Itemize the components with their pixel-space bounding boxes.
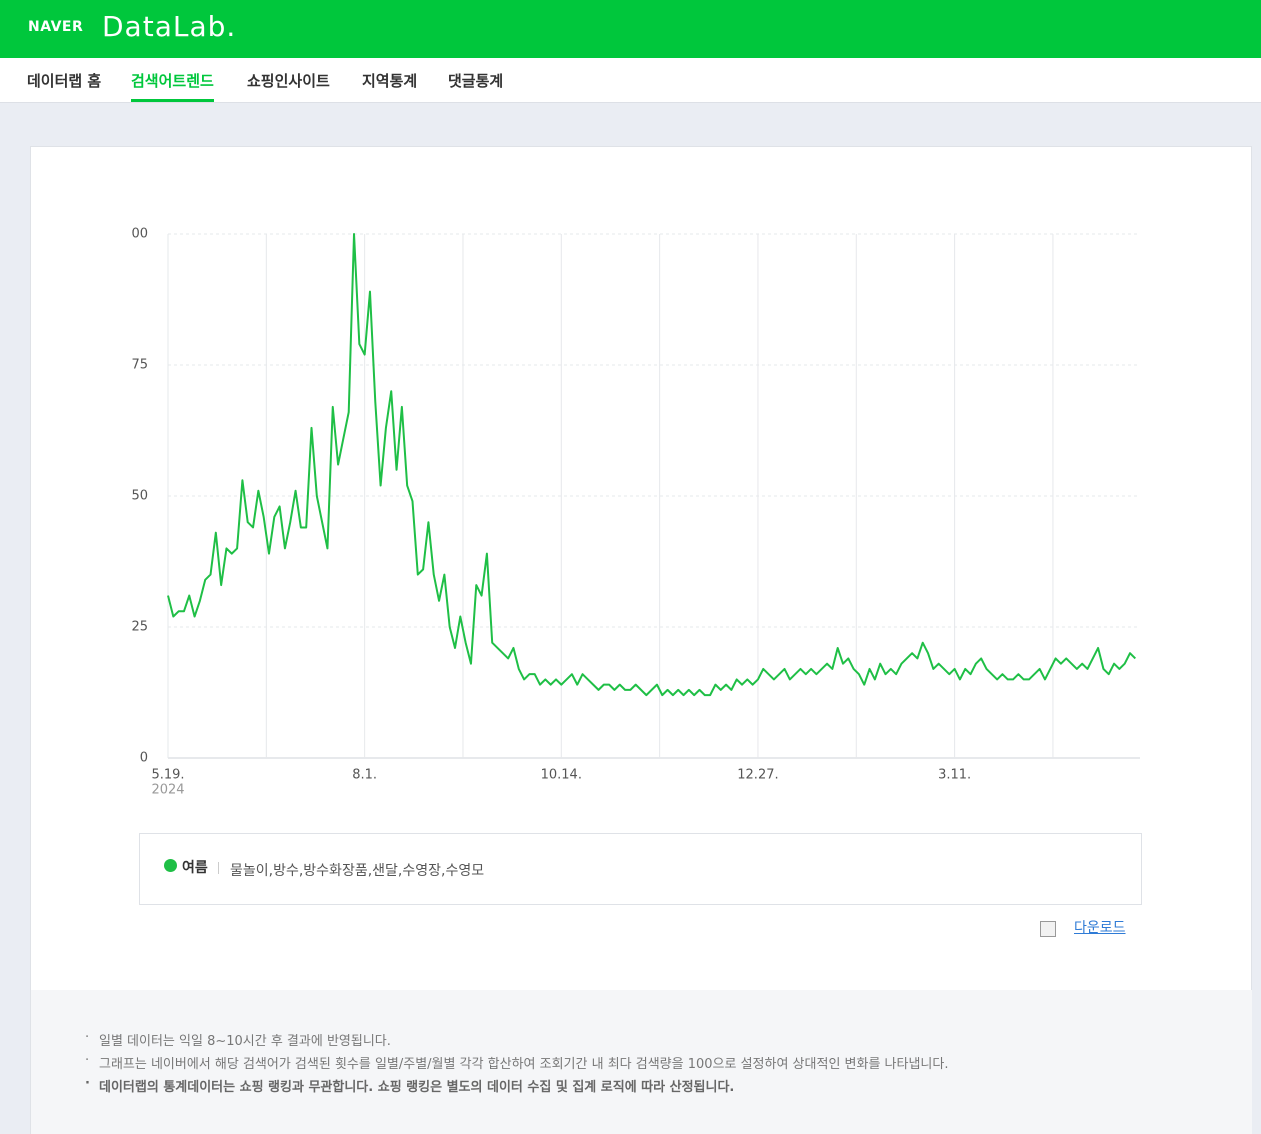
separator bbox=[218, 862, 219, 874]
note: 데이터랩의 통계데이터는 쇼핑 랭킹과 무관합니다. 쇼핑 랭킹은 별도의 데이… bbox=[85, 1076, 734, 1095]
legend: 여름 물놀이,방수,방수화장품,샌달,수영장,수영모 bbox=[139, 833, 1142, 905]
y-tick-label: 00 bbox=[131, 227, 148, 242]
datalab-logo[interactable]: DataLab. bbox=[102, 10, 237, 43]
x-tick-label: 12.27. bbox=[737, 768, 778, 783]
y-tick-label: 50 bbox=[131, 489, 148, 504]
legend-name: 여름 bbox=[182, 860, 208, 876]
nav-item[interactable]: 데이터랩 홈 bbox=[27, 72, 102, 90]
naver-logo[interactable]: NAVER bbox=[28, 19, 84, 35]
notes: 일별 데이터는 익일 8~10시간 후 결과에 반영됩니다. 그래프는 네이버에서… bbox=[31, 990, 1252, 1134]
nav-bar: 데이터랩 홈 검색어트렌드 쇼핑인사이트 지역통계 댓글통계 bbox=[0, 58, 1261, 103]
download-link[interactable]: 다운로드 bbox=[1074, 920, 1126, 936]
y-tick-label: 25 bbox=[131, 620, 148, 635]
legend-keywords: 물놀이,방수,방수화장품,샌달,수영장,수영모 bbox=[230, 863, 485, 879]
chart: 0 25 50 75 00 5.19. 8.1. 10.14. 12.27. 3.11. 2024 bbox=[131, 227, 1140, 798]
excel-icon[interactable] bbox=[1040, 921, 1056, 937]
nav-item[interactable]: 검색어트렌드 bbox=[131, 70, 214, 102]
legend-dot bbox=[164, 859, 177, 872]
note: 그래프는 네이버에서 해당 검색어가 검색된 횟수를 일별/주별/월별 각각 합… bbox=[85, 1053, 948, 1072]
x-tick-label: 5.19. bbox=[151, 768, 184, 783]
x-tick-label: 8.1. bbox=[352, 768, 377, 783]
x-tick-label: 3.11. bbox=[938, 768, 971, 783]
x-tick-label: 10.14. bbox=[541, 768, 582, 783]
x-year-label: 2024 bbox=[151, 783, 184, 798]
nav-item[interactable]: 댓글통계 bbox=[448, 72, 504, 90]
note: 일별 데이터는 익일 8~10시간 후 결과에 반영됩니다. bbox=[85, 1030, 391, 1049]
chart-card bbox=[30, 146, 1252, 1134]
nav-item[interactable]: 쇼핑인사이트 bbox=[247, 72, 330, 90]
top-bar: NAVER DataLab. bbox=[0, 0, 1261, 58]
nav-item[interactable]: 지역통계 bbox=[362, 72, 418, 90]
y-tick-label: 0 bbox=[140, 751, 148, 766]
line-series bbox=[167, 233, 1137, 697]
y-tick-label: 75 bbox=[131, 358, 148, 373]
